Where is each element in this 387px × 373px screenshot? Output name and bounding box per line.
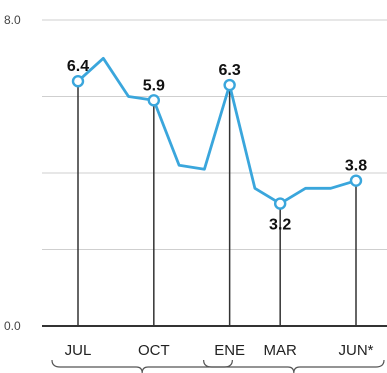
group-brackets: [51, 359, 385, 373]
drop-lines: [77, 81, 357, 326]
gridlines: [42, 19, 387, 250]
data-label: 3.8: [345, 158, 367, 175]
data-point-marker: [273, 197, 287, 210]
data-label: 3.2: [269, 217, 291, 234]
data-point-marker: [71, 74, 85, 88]
group-bracket: [203, 359, 385, 373]
series-line: [76, 56, 358, 205]
data-point-marker: [349, 174, 363, 187]
data-label: 6.3: [219, 62, 241, 79]
data-markers: [71, 74, 363, 210]
group-bracket: [51, 359, 233, 373]
x-tick-label: JUL: [65, 342, 92, 359]
x-tick-label: MAR: [264, 342, 298, 359]
data-point-marker: [223, 78, 236, 92]
y-tick-label: 0.0: [4, 319, 21, 333]
data-labels: 6.4 5.9 6.3 3.2 3.8: [67, 58, 367, 233]
y-tick-label: 8.0: [4, 13, 21, 27]
y-axis-ticks: 8.0 0.0: [4, 13, 21, 333]
data-point-marker: [147, 94, 161, 107]
x-tick-label: JUN*: [338, 342, 373, 359]
x-tick-label: OCT: [138, 342, 170, 359]
data-label: 5.9: [143, 77, 165, 94]
x-axis-ticks: JUL OCT ENE MAR JUN*: [65, 342, 374, 359]
data-label: 6.4: [67, 58, 89, 75]
x-tick-label: ENE: [214, 342, 245, 359]
